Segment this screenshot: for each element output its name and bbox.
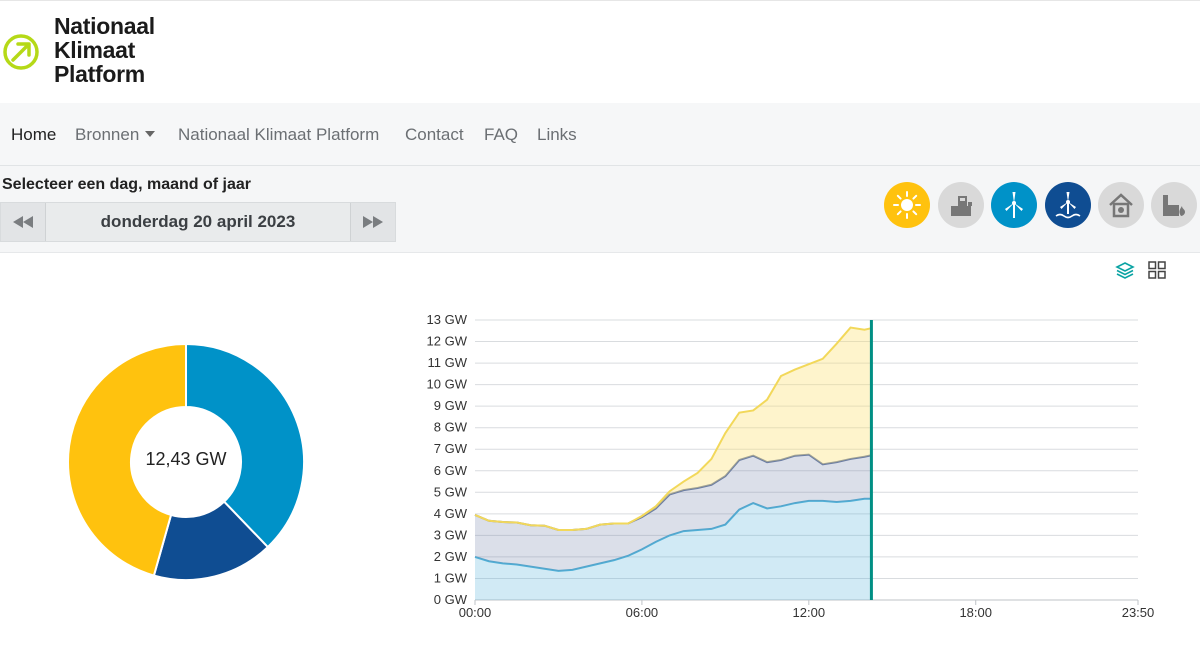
x-tick-label: 06:00 [626, 605, 659, 620]
nav-nationaal-klimaat-platform[interactable]: Nationaal Klimaat Platform [178, 125, 380, 144]
y-tick-label: 3 GW [434, 527, 468, 542]
source-factory-fire-button[interactable] [1151, 182, 1197, 228]
date-navigator: donderdag 20 april 2023 [0, 202, 396, 242]
y-tick-label: 6 GW [434, 463, 468, 478]
donut-total-label: 12,43 GW [145, 449, 227, 469]
series-area [475, 498, 872, 600]
sun-icon [893, 191, 921, 219]
y-tick-label: 13 GW [427, 312, 468, 327]
source-wind-offshore-button[interactable] [1045, 182, 1091, 228]
y-tick-label: 1 GW [434, 570, 468, 585]
x-tick-label: 00:00 [459, 605, 492, 620]
selector-title: Selecteer een dag, maand of jaar [2, 176, 251, 193]
chevron-down-icon [145, 130, 156, 137]
series-line[interactable] [474, 497, 872, 572]
donut-slice[interactable] [67, 342, 187, 577]
source-wind-onshore-button[interactable] [991, 182, 1037, 228]
series-line[interactable] [474, 326, 872, 531]
wind-offshore-icon [1055, 192, 1081, 219]
donut-slice[interactable] [185, 342, 305, 549]
y-tick-label: 4 GW [434, 506, 468, 521]
y-tick-label: 5 GW [434, 484, 468, 499]
main-nav: Home Bronnen Nationaal Klimaat Platform … [0, 103, 1200, 166]
factory-fire-icon [1163, 195, 1185, 216]
x-tick-label: 23:50 [1122, 605, 1155, 620]
nav-links[interactable]: Links [537, 125, 577, 144]
source-factory-button[interactable] [938, 182, 984, 228]
source-sun-button[interactable] [884, 182, 930, 228]
grid-icon[interactable] [1147, 260, 1167, 280]
nav-faq[interactable]: FAQ [484, 125, 519, 144]
y-tick-label: 12 GW [427, 334, 468, 349]
production-area-chart: 0 GW 1 GW 2 GW 3 GW 4 GW 5 GW 6 GW 7 GW 8 GW 9 GW… [427, 312, 1155, 620]
y-tick-label: 8 GW [434, 420, 468, 435]
factory-icon [951, 196, 972, 216]
nav-home[interactable]: Home [11, 125, 57, 144]
current-date[interactable]: donderdag 20 april 2023 [100, 212, 296, 231]
production-donut-chart [67, 342, 305, 581]
nav-contact[interactable]: Contact [405, 125, 464, 144]
y-tick-label: 10 GW [427, 377, 468, 392]
house-icon [1109, 193, 1133, 218]
logo-line: Klimaat [54, 37, 135, 63]
wind-onshore-icon [1005, 192, 1023, 218]
layers-icon[interactable] [1115, 260, 1135, 280]
double-chevron-right-icon [363, 216, 383, 228]
y-tick-label: 0 GW [434, 592, 468, 607]
logo-text[interactable]: Nationaal Klimaat Platform [54, 14, 155, 86]
logo-icon[interactable] [2, 33, 40, 71]
x-tick-label: 12:00 [793, 605, 826, 620]
nav-bronnen-label: Bronnen [75, 125, 140, 144]
logo-line: Platform [54, 61, 145, 87]
x-tick-label: 18:00 [959, 605, 992, 620]
y-tick-label: 2 GW [434, 549, 468, 564]
source-house-button[interactable] [1098, 182, 1144, 228]
site-header: Nationaal Klimaat Platform [0, 0, 1200, 104]
double-chevron-left-icon [13, 216, 33, 228]
y-tick-label: 7 GW [434, 441, 468, 456]
y-tick-label: 9 GW [434, 398, 468, 413]
prev-day-button[interactable] [1, 203, 46, 241]
y-tick-label: 11 GW [428, 355, 468, 370]
nav-bronnen[interactable]: Bronnen [75, 125, 156, 145]
next-day-button[interactable] [350, 203, 395, 241]
series-area [475, 454, 872, 571]
logo-line: Nationaal [54, 13, 155, 39]
